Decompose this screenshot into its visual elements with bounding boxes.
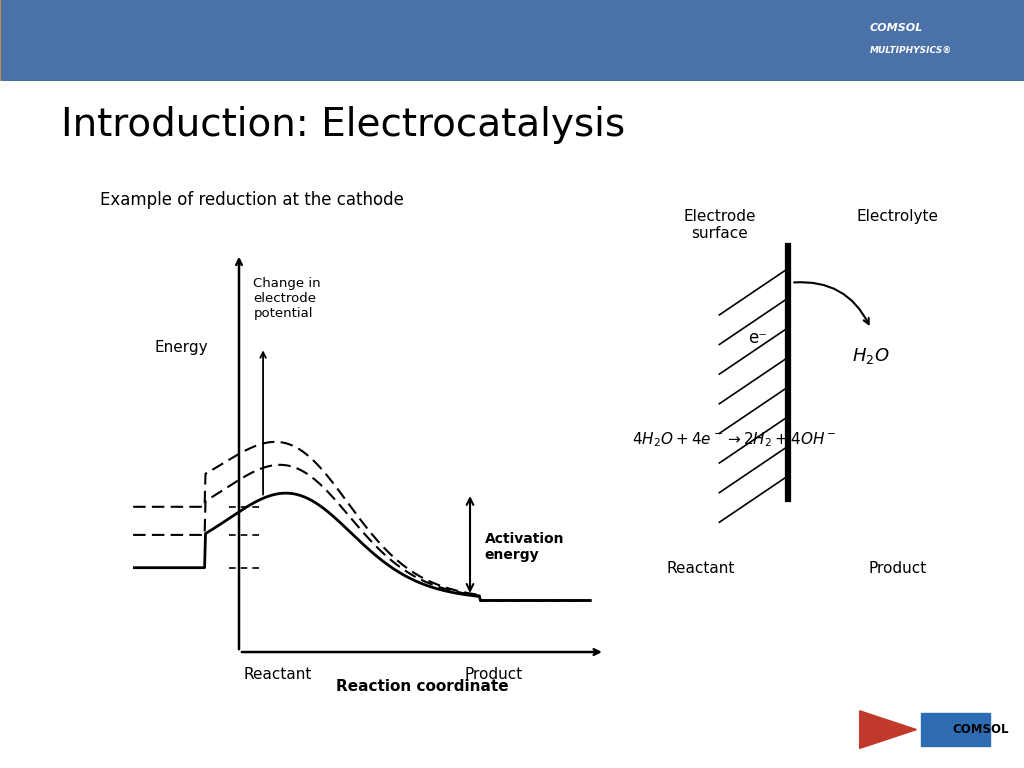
Text: Activation
energy: Activation energy: [484, 531, 564, 562]
Text: $H_2O$: $H_2O$: [852, 346, 890, 366]
Bar: [922, 713, 990, 746]
Text: Example of reduction at the cathode: Example of reduction at the cathode: [100, 190, 403, 209]
Text: COMSOL: COMSOL: [870, 23, 924, 33]
Text: MULTIPHYSICS®: MULTIPHYSICS®: [870, 46, 952, 55]
Text: Product: Product: [465, 667, 523, 683]
Text: Energy: Energy: [155, 340, 208, 355]
Text: Product: Product: [868, 561, 927, 576]
Text: Reactant: Reactant: [667, 561, 734, 576]
Text: Reaction coordinate: Reaction coordinate: [336, 679, 508, 694]
Text: Electrode
surface: Electrode surface: [683, 209, 756, 241]
Text: Electrolyte: Electrolyte: [856, 209, 938, 224]
Polygon shape: [859, 711, 916, 748]
Text: Reactant: Reactant: [244, 667, 311, 683]
Text: Change in
electrode
potential: Change in electrode potential: [254, 277, 322, 320]
Text: e⁻: e⁻: [748, 329, 767, 347]
Text: Introduction: Electrocatalysis: Introduction: Electrocatalysis: [61, 106, 626, 144]
Text: $4H_2O + 4e^- \rightarrow 2H_2 + 4OH^-$: $4H_2O + 4e^- \rightarrow 2H_2 + 4OH^-$: [632, 430, 837, 449]
Text: COMSOL: COMSOL: [952, 723, 1009, 736]
